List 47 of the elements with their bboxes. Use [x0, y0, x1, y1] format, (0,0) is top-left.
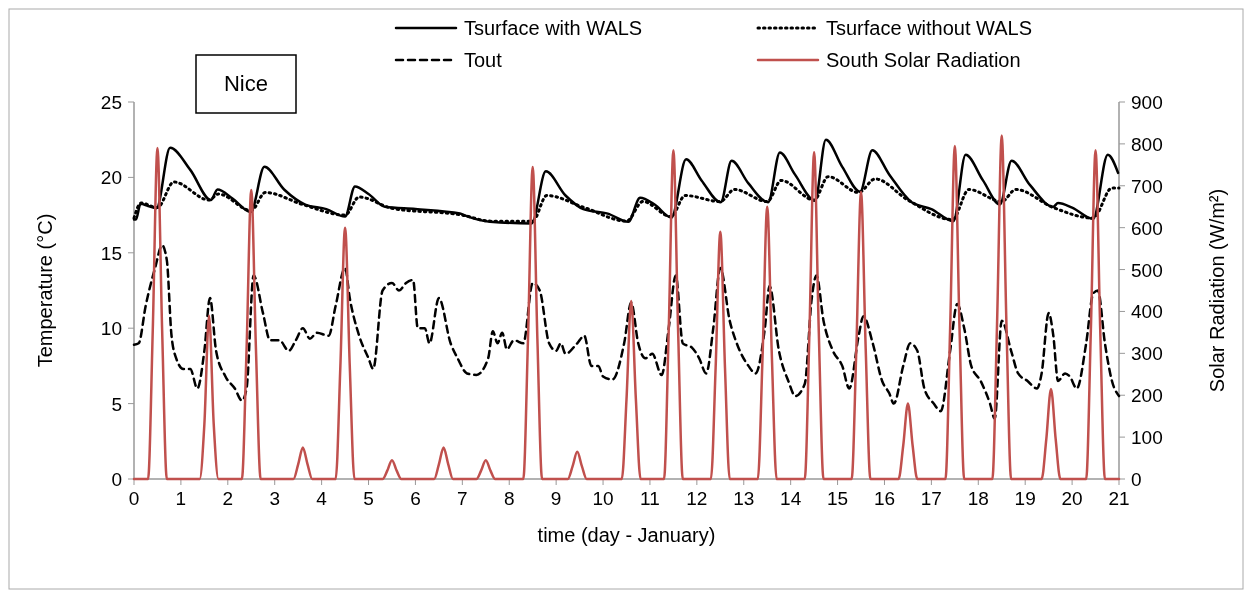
x-tick-label: 5 — [363, 488, 374, 509]
x-tick-label: 10 — [592, 488, 614, 509]
x-tick-label: 1 — [175, 488, 187, 509]
y2-tick-label: 700 — [1131, 175, 1163, 197]
legend-label: Tsurface with WALS — [464, 17, 643, 39]
x-tick-label: 16 — [873, 488, 896, 509]
legend-label: South Solar Radiation — [826, 49, 1021, 71]
x-tick-label: 2 — [222, 488, 234, 509]
x-tick-label: 13 — [733, 488, 755, 509]
x-tick-label: 15 — [827, 488, 849, 509]
y2-axis-title: Solar Radiation (W/m²) — [1206, 188, 1228, 393]
y2-tick-label: 500 — [1131, 259, 1163, 281]
x-tick-label: 4 — [316, 488, 328, 509]
x-tick-label: 21 — [1108, 488, 1130, 509]
y-tick-label: 20 — [100, 167, 122, 189]
y2-tick-label: 800 — [1131, 133, 1163, 155]
y2-tick-label: 400 — [1131, 301, 1163, 323]
y2-tick-label: 600 — [1131, 217, 1163, 239]
y-tick-label: 0 — [111, 469, 122, 490]
y2-tick-label: 0 — [1131, 469, 1142, 490]
y2-tick-label: 100 — [1131, 427, 1163, 449]
x-axis-title: time (day - January) — [537, 524, 716, 546]
x-tick-label: 9 — [550, 488, 562, 509]
line-series — [132, 244, 1121, 420]
y-tick-label: 15 — [100, 242, 122, 264]
legend-label: Tsurface without WALS — [826, 17, 1033, 39]
x-tick-label: 14 — [780, 488, 802, 509]
y-tick-label: 25 — [100, 92, 122, 113]
x-tick-label: 3 — [269, 488, 280, 509]
x-tick-label: 8 — [503, 488, 515, 509]
y-axis-title: Temperature (°C) — [34, 213, 56, 368]
y2-tick-label: 900 — [1131, 92, 1163, 113]
x-tick-label: 7 — [457, 488, 468, 509]
legend-label: Tout — [464, 49, 503, 71]
text: Nice — [223, 71, 269, 96]
x-tick-label: 0 — [128, 488, 140, 509]
x-tick-label: 19 — [1014, 488, 1036, 509]
x-tick-label: 11 — [640, 488, 660, 509]
x-tick-label: 17 — [920, 488, 942, 509]
y2-tick-label: 300 — [1131, 343, 1163, 365]
x-tick-label: 6 — [410, 488, 421, 509]
y-tick-label: 5 — [111, 393, 122, 415]
x-tick-label: 18 — [967, 488, 989, 509]
x-tick-label: 20 — [1061, 488, 1083, 509]
y-tick-label: 10 — [100, 318, 122, 340]
y2-tick-label: 200 — [1131, 385, 1163, 407]
x-tick-label: 12 — [686, 488, 708, 509]
